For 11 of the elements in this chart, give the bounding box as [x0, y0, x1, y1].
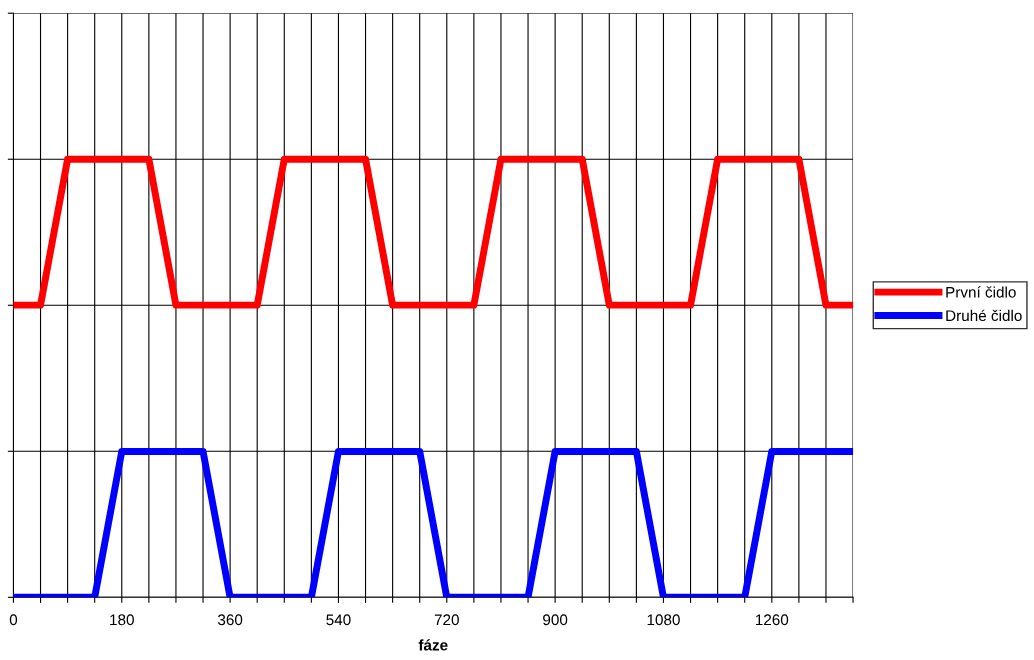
x-axis-title: fáze: [418, 639, 448, 651]
legend-label: Druhé čidlo: [946, 309, 1022, 322]
x-tick-label: 1260: [755, 614, 789, 626]
x-tick-label: 900: [543, 614, 568, 626]
x-tick-label: 1080: [647, 614, 680, 626]
x-tick-label: 0: [9, 614, 18, 626]
legend-label: První čidlo: [946, 286, 1016, 298]
x-tick-label: 720: [434, 614, 459, 626]
x-tick-label: 180: [110, 614, 134, 626]
x-tick-label: 540: [326, 614, 351, 626]
x-tick-label: 360: [217, 614, 243, 626]
